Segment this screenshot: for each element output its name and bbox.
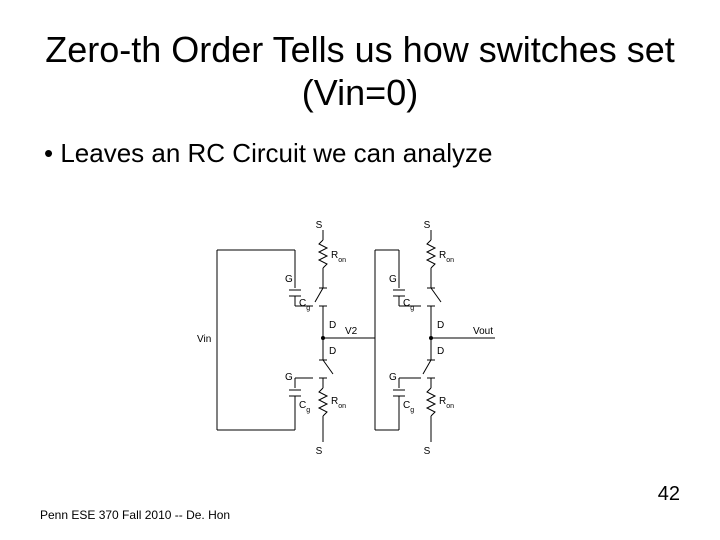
- s-label-2: S: [316, 446, 323, 457]
- d-label-3: D: [437, 320, 444, 331]
- s-label: S: [316, 220, 323, 231]
- g-label-2: G: [285, 372, 293, 383]
- vout-label: Vout: [473, 326, 493, 337]
- ron-label-3: Ron: [439, 250, 454, 264]
- ron-label: Ron: [331, 250, 346, 264]
- d-label: D: [329, 320, 336, 331]
- slide-title: Zero-th Order Tells us how switches set …: [40, 28, 680, 114]
- slide: Zero-th Order Tells us how switches set …: [0, 0, 720, 540]
- ron-label-4: Ron: [439, 396, 454, 410]
- d-label-2: D: [329, 346, 336, 357]
- cg-label: Cg: [299, 298, 310, 312]
- vin-label: Vin: [197, 334, 211, 345]
- cg-label-3: Cg: [403, 298, 414, 312]
- g-label-3: G: [389, 274, 397, 285]
- page-number: 42: [658, 483, 680, 506]
- ron-label-2: Ron: [331, 396, 346, 410]
- s-label-4: S: [424, 446, 431, 457]
- g-label-4: G: [389, 372, 397, 383]
- cg-label-4: Cg: [403, 400, 414, 414]
- footer-text: Penn ESE 370 Fall 2010 -- De. Hon: [40, 508, 230, 522]
- g-label: G: [285, 274, 293, 285]
- cg-label-2: Cg: [299, 400, 310, 414]
- d-label-4: D: [437, 346, 444, 357]
- circuit-diagram: Vin S Ron G Cg D V2 D: [195, 210, 525, 460]
- bullet-item: Leaves an RC Circuit we can analyze: [44, 138, 680, 169]
- v2-label: V2: [345, 326, 358, 337]
- s-label-3: S: [424, 220, 431, 231]
